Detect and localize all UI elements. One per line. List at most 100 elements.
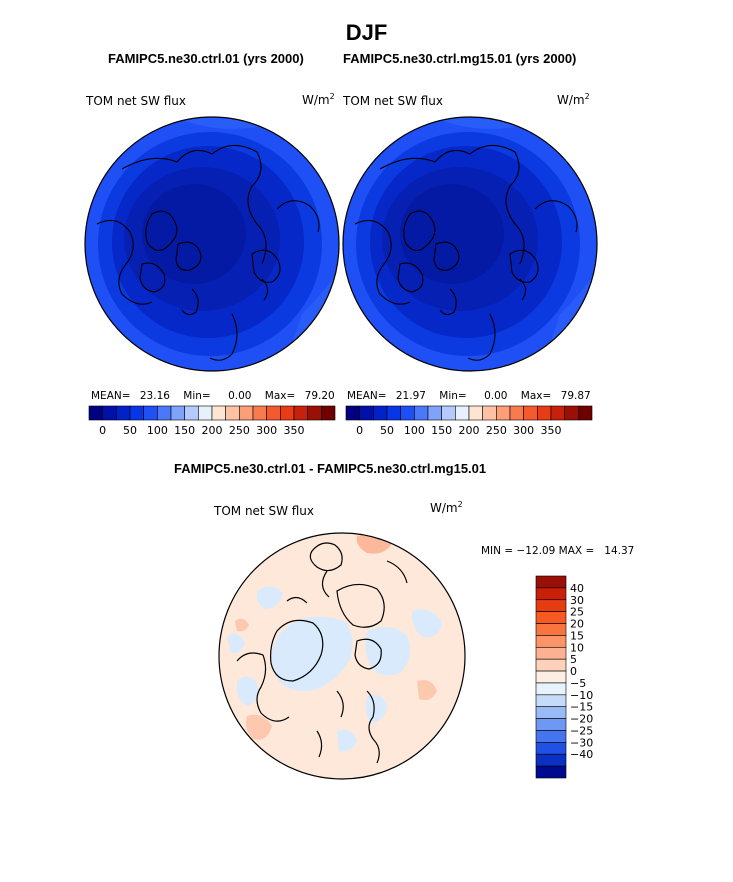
left-colorbar-segment — [266, 405, 281, 421]
right-colorbar-segment — [523, 405, 538, 421]
right-case-label: FAMIPC5.ne30.ctrl.mg15.01 (yrs 2000) — [343, 51, 577, 66]
diff-colorbar-label: 5 — [570, 653, 577, 666]
diff-colorbar-label: −15 — [570, 701, 593, 714]
left-colorbar: 0 50 100 150 200 250 300 350 — [88, 405, 336, 437]
left-colorbar-segment — [252, 405, 267, 421]
right-max-label: Max= — [520, 390, 552, 402]
right-colorbar-segment — [564, 405, 579, 421]
right-mean-value: 21.97 — [395, 390, 426, 402]
left-colorbar-segment — [116, 405, 131, 421]
diff-colorbar-segment — [535, 753, 567, 767]
diff-colorbar-label: 25 — [570, 606, 584, 619]
diff-units-base: W/m — [430, 501, 458, 515]
right-colorbar: 0 50 100 150 200 250 300 350 — [345, 405, 593, 437]
diff-colorbar-label: −5 — [570, 677, 586, 690]
left-colorbar-segment — [307, 405, 322, 421]
diff-colorbar-segment — [535, 694, 567, 708]
right-colorbar-segment — [509, 405, 524, 421]
diff-minmax: MIN = −12.09 MAX = 14.37 — [481, 545, 635, 557]
diff-colorbar-label: 30 — [570, 594, 584, 607]
diff-polar-map — [218, 532, 466, 780]
right-colorbar-tick-label: 50 — [380, 424, 394, 437]
season-title: DJF — [345, 20, 388, 45]
left-colorbar-segment — [239, 405, 254, 421]
left-mean-label: MEAN= — [91, 390, 131, 402]
right-colorbar-segment — [468, 405, 483, 421]
right-colorbar-segment — [441, 405, 456, 421]
diff-colorbar-label: 0 — [570, 665, 577, 678]
right-max-value: 79.87 — [560, 390, 591, 402]
right-colorbar-tick-label: 200 — [459, 424, 480, 437]
diff-colorbar-label: −25 — [570, 724, 593, 737]
diff-colorbar-segment — [535, 718, 567, 731]
left-min-value: 0.00 — [228, 390, 252, 402]
right-colorbar-segment — [400, 405, 415, 421]
right-mean-label: MEAN= — [347, 390, 387, 402]
left-colorbar-tick-label: 50 — [123, 424, 137, 437]
right-colorbar-segment — [414, 405, 429, 421]
diff-colorbar-label: 40 — [570, 582, 584, 595]
right-colorbar-segment — [496, 405, 511, 421]
diff-colorbar-segment — [535, 646, 567, 660]
right-units-base: W/m — [557, 93, 585, 107]
left-colorbar-segment — [170, 405, 185, 421]
diff-colorbar-segment — [535, 611, 567, 624]
right-polar-map — [342, 116, 598, 372]
right-stats: MEAN= 21.97 Min= 0.00 Max= 79.87 — [347, 390, 591, 402]
left-colorbar-segment — [198, 405, 213, 421]
diff-colorbar-label: −30 — [570, 736, 593, 749]
diff-colorbar-segment — [535, 706, 567, 719]
diff-colorbar-label: 10 — [570, 641, 584, 654]
left-max-label: Max= — [264, 390, 296, 402]
left-colorbar-segment — [129, 405, 144, 421]
diff-units-label: W/m2 — [430, 500, 463, 515]
left-units-label: W/m2 — [302, 92, 335, 107]
diff-colorbar-segment — [535, 658, 567, 672]
right-colorbar-segment — [427, 405, 442, 421]
left-colorbar-tick-label: 350 — [284, 424, 305, 437]
left-colorbar-segment — [225, 405, 240, 421]
diff-colorbar-segment — [535, 587, 567, 601]
right-colorbar-segment — [359, 405, 374, 421]
left-units-exp: 2 — [329, 92, 335, 101]
right-units-exp: 2 — [584, 92, 590, 101]
left-max-value: 79.20 — [304, 390, 335, 402]
left-colorbar-segment — [280, 405, 295, 421]
left-colorbar-tick-label: 300 — [256, 424, 277, 437]
left-colorbar-segment — [102, 405, 117, 421]
right-var-label: TOM net SW flux — [343, 94, 444, 108]
diff-colorbar-segment — [535, 730, 567, 743]
diff-colorbar-label: −10 — [570, 689, 593, 702]
right-colorbar-tick-label: 0 — [356, 424, 363, 437]
left-colorbar-segment — [184, 405, 199, 421]
right-colorbar-segment — [345, 405, 360, 421]
left-stats: MEAN= 23.16 Min= 0.00 Max= 79.20 — [91, 390, 335, 402]
right-colorbar-tick-label: 100 — [404, 424, 425, 437]
diff-title: FAMIPC5.ne30.ctrl.01 - FAMIPC5.ne30.ctrl… — [174, 461, 487, 476]
left-case-label: FAMIPC5.ne30.ctrl.01 (yrs 2000) — [108, 51, 304, 66]
diff-colorbar-segment — [535, 575, 567, 589]
right-colorbar-segment — [482, 405, 497, 421]
right-colorbar-segment — [537, 405, 552, 421]
diff-var-label: TOM net SW flux — [214, 504, 315, 518]
left-mean-value: 23.16 — [139, 390, 170, 402]
diff-colorbar-segment — [535, 742, 567, 755]
left-colorbar-segment — [157, 405, 172, 421]
right-colorbar-tick-label: 150 — [431, 424, 452, 437]
left-colorbar-tick-label: 100 — [147, 424, 168, 437]
left-colorbar-tick-label: 250 — [229, 424, 250, 437]
left-colorbar-tick-label: 150 — [174, 424, 195, 437]
right-colorbar-segment — [550, 405, 565, 421]
right-min-value: 0.00 — [484, 390, 508, 402]
right-colorbar-tick-label: 300 — [513, 424, 534, 437]
right-colorbar-segment — [578, 405, 593, 421]
right-colorbar-segment — [386, 405, 401, 421]
left-var-label: TOM net SW flux — [86, 94, 187, 108]
left-min-label: Min= — [183, 390, 211, 402]
diff-colorbar-label: −40 — [570, 748, 593, 761]
left-polar-map — [84, 116, 340, 372]
right-colorbar-tick-label: 350 — [541, 424, 562, 437]
right-colorbar-tick-label: 250 — [486, 424, 507, 437]
diff-units-exp: 2 — [457, 500, 463, 509]
right-min-label: Min= — [439, 390, 467, 402]
